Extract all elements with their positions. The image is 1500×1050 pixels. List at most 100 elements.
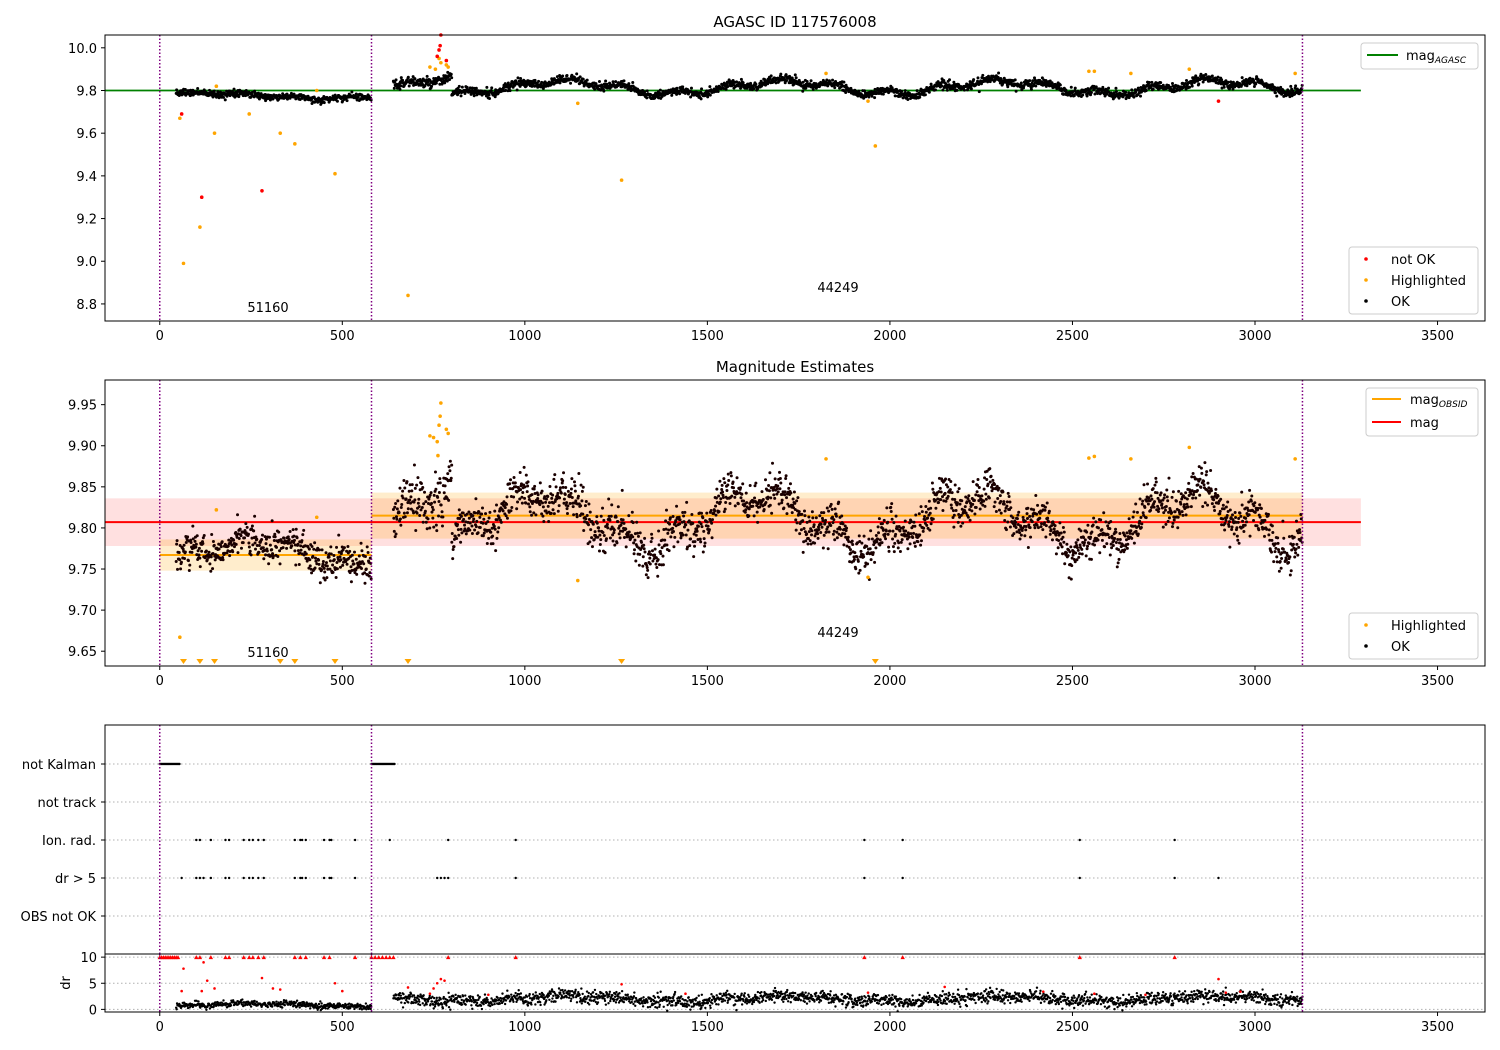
ok-point (611, 539, 615, 543)
ok-point (530, 513, 534, 517)
ok-point (394, 532, 398, 536)
ok-point (869, 558, 873, 562)
ok-point (780, 498, 784, 502)
highlighted-point (439, 60, 443, 65)
ok-point (1165, 488, 1169, 492)
ok-point (997, 508, 1001, 512)
ok-point (1126, 542, 1130, 546)
ok-point (927, 90, 931, 94)
not-ok-point (435, 54, 440, 59)
ok-point (238, 527, 242, 531)
ok-point (822, 533, 826, 537)
ok-point (207, 550, 211, 554)
ok-point (239, 534, 243, 538)
ok-point (926, 516, 930, 520)
ok-point (605, 522, 609, 526)
ok-point (707, 528, 711, 532)
ok-point (1123, 534, 1127, 538)
ok-point (270, 519, 274, 523)
ok-point (644, 573, 648, 577)
ok-point (1176, 526, 1180, 530)
ok-point (1200, 471, 1204, 475)
ok-point (928, 511, 932, 515)
ok-point (792, 490, 796, 494)
ok-point (1019, 533, 1023, 537)
ok-point (515, 88, 519, 92)
ok-point (193, 539, 197, 543)
ok-point (690, 512, 694, 516)
ok-point (601, 85, 605, 89)
ok-point (495, 536, 499, 540)
ok-point (842, 543, 846, 547)
ok-point (618, 536, 622, 540)
ok-point (348, 549, 352, 553)
ok-point (1157, 507, 1161, 511)
ok-point (1172, 518, 1176, 522)
ok-point (441, 515, 445, 519)
ok-point (485, 541, 489, 545)
ok-point (1106, 533, 1110, 537)
ok-point (1176, 515, 1180, 519)
ok-point (515, 507, 519, 511)
ok-point (840, 514, 844, 518)
ok-point (402, 478, 406, 482)
ok-point (691, 521, 695, 525)
ok-point (1003, 519, 1007, 523)
ok-point (907, 535, 911, 539)
ok-point (826, 525, 830, 529)
ok-point (675, 86, 679, 90)
ok-point (913, 524, 917, 528)
ok-point (988, 467, 992, 471)
ok-point (345, 562, 349, 566)
ok-point (1235, 534, 1239, 538)
ok-point (543, 495, 547, 499)
ok-point (827, 509, 831, 513)
ok-point (890, 517, 894, 521)
ok-point (287, 537, 291, 541)
ok-point (937, 500, 941, 504)
ok-point (1240, 76, 1244, 80)
ok-point (557, 504, 561, 508)
ok-point (1118, 531, 1122, 535)
ok-point (490, 86, 494, 90)
ok-point (399, 523, 403, 527)
ok-point (512, 495, 516, 499)
ok-point (304, 552, 308, 556)
not-ok-point (179, 112, 184, 116)
ok-point (648, 556, 652, 560)
ok-point (742, 499, 746, 503)
ok-point (726, 483, 730, 487)
ok-point (999, 511, 1003, 515)
ok-point (476, 531, 480, 535)
not-ok-point (437, 48, 441, 52)
ok-point (296, 549, 300, 553)
ok-point (614, 80, 618, 84)
ok-point (439, 503, 443, 507)
ok-point (481, 534, 485, 538)
ok-point (354, 557, 358, 561)
ok-point (1170, 495, 1174, 499)
ok-point (655, 566, 659, 570)
ok-point (540, 80, 544, 84)
ok-point (795, 499, 799, 503)
ok-point (350, 90, 354, 94)
ok-point (297, 562, 301, 566)
ok-point (787, 486, 791, 490)
ok-point (480, 512, 484, 516)
ok-point (392, 516, 396, 520)
ok-point (1021, 515, 1025, 519)
ok-point (310, 544, 314, 548)
ok-point (646, 576, 650, 580)
ok-point (329, 552, 333, 556)
ok-point (508, 89, 512, 93)
ok-point (805, 532, 809, 536)
ok-point (431, 508, 435, 512)
ok-point (398, 87, 402, 91)
ok-point (584, 500, 588, 504)
ok-point (966, 515, 970, 519)
ok-point (519, 488, 523, 492)
ok-point (826, 547, 830, 551)
ok-point (692, 555, 696, 559)
ok-point (931, 487, 935, 491)
ok-point (739, 77, 743, 81)
